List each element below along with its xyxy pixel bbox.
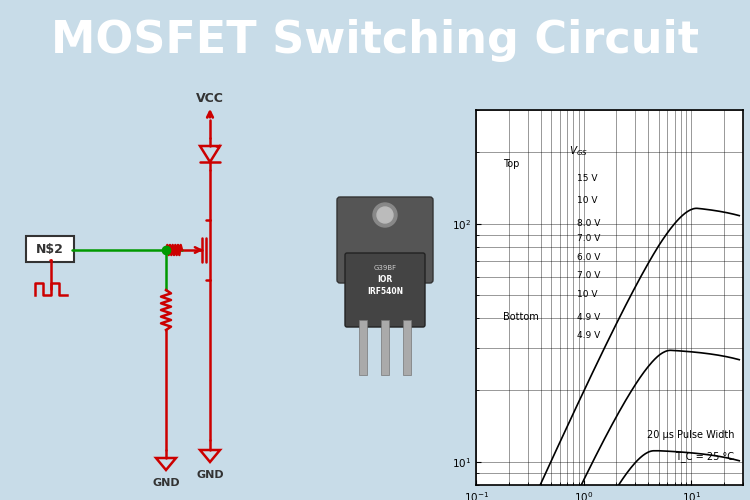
Text: Top: Top — [503, 159, 519, 169]
FancyBboxPatch shape — [403, 320, 411, 375]
FancyBboxPatch shape — [359, 320, 367, 375]
Text: 15 V: 15 V — [578, 174, 598, 182]
Text: GND: GND — [196, 470, 223, 480]
FancyBboxPatch shape — [337, 197, 433, 283]
Text: Bottom: Bottom — [503, 312, 538, 322]
Text: 7.0 V: 7.0 V — [578, 271, 601, 280]
Text: 10 V: 10 V — [578, 290, 598, 299]
FancyBboxPatch shape — [345, 253, 425, 327]
Text: MOSFET Switching Circuit: MOSFET Switching Circuit — [51, 18, 699, 62]
Text: G39BF: G39BF — [374, 265, 397, 271]
Circle shape — [377, 207, 393, 223]
Text: N$2: N$2 — [36, 242, 64, 256]
Text: 4.9 V: 4.9 V — [578, 312, 601, 322]
Text: 8.0 V: 8.0 V — [578, 219, 601, 228]
FancyBboxPatch shape — [381, 320, 389, 375]
Text: 7.0 V: 7.0 V — [578, 234, 601, 243]
Text: 6.0 V: 6.0 V — [578, 252, 601, 262]
Text: $V_{GS}$: $V_{GS}$ — [569, 144, 589, 158]
Text: VCC: VCC — [196, 92, 224, 105]
Text: IRF540N: IRF540N — [367, 288, 403, 296]
Circle shape — [373, 203, 397, 227]
Text: 20 μs Pulse Width: 20 μs Pulse Width — [647, 430, 734, 440]
Text: IOR: IOR — [377, 276, 393, 284]
Text: ⚡: ⚡ — [213, 144, 220, 154]
Text: 4.9 V: 4.9 V — [578, 331, 601, 340]
Text: GND: GND — [152, 478, 180, 488]
Text: 10 V: 10 V — [578, 196, 598, 205]
FancyBboxPatch shape — [26, 236, 74, 262]
Text: T_C = 25 °C: T_C = 25 °C — [676, 452, 734, 462]
